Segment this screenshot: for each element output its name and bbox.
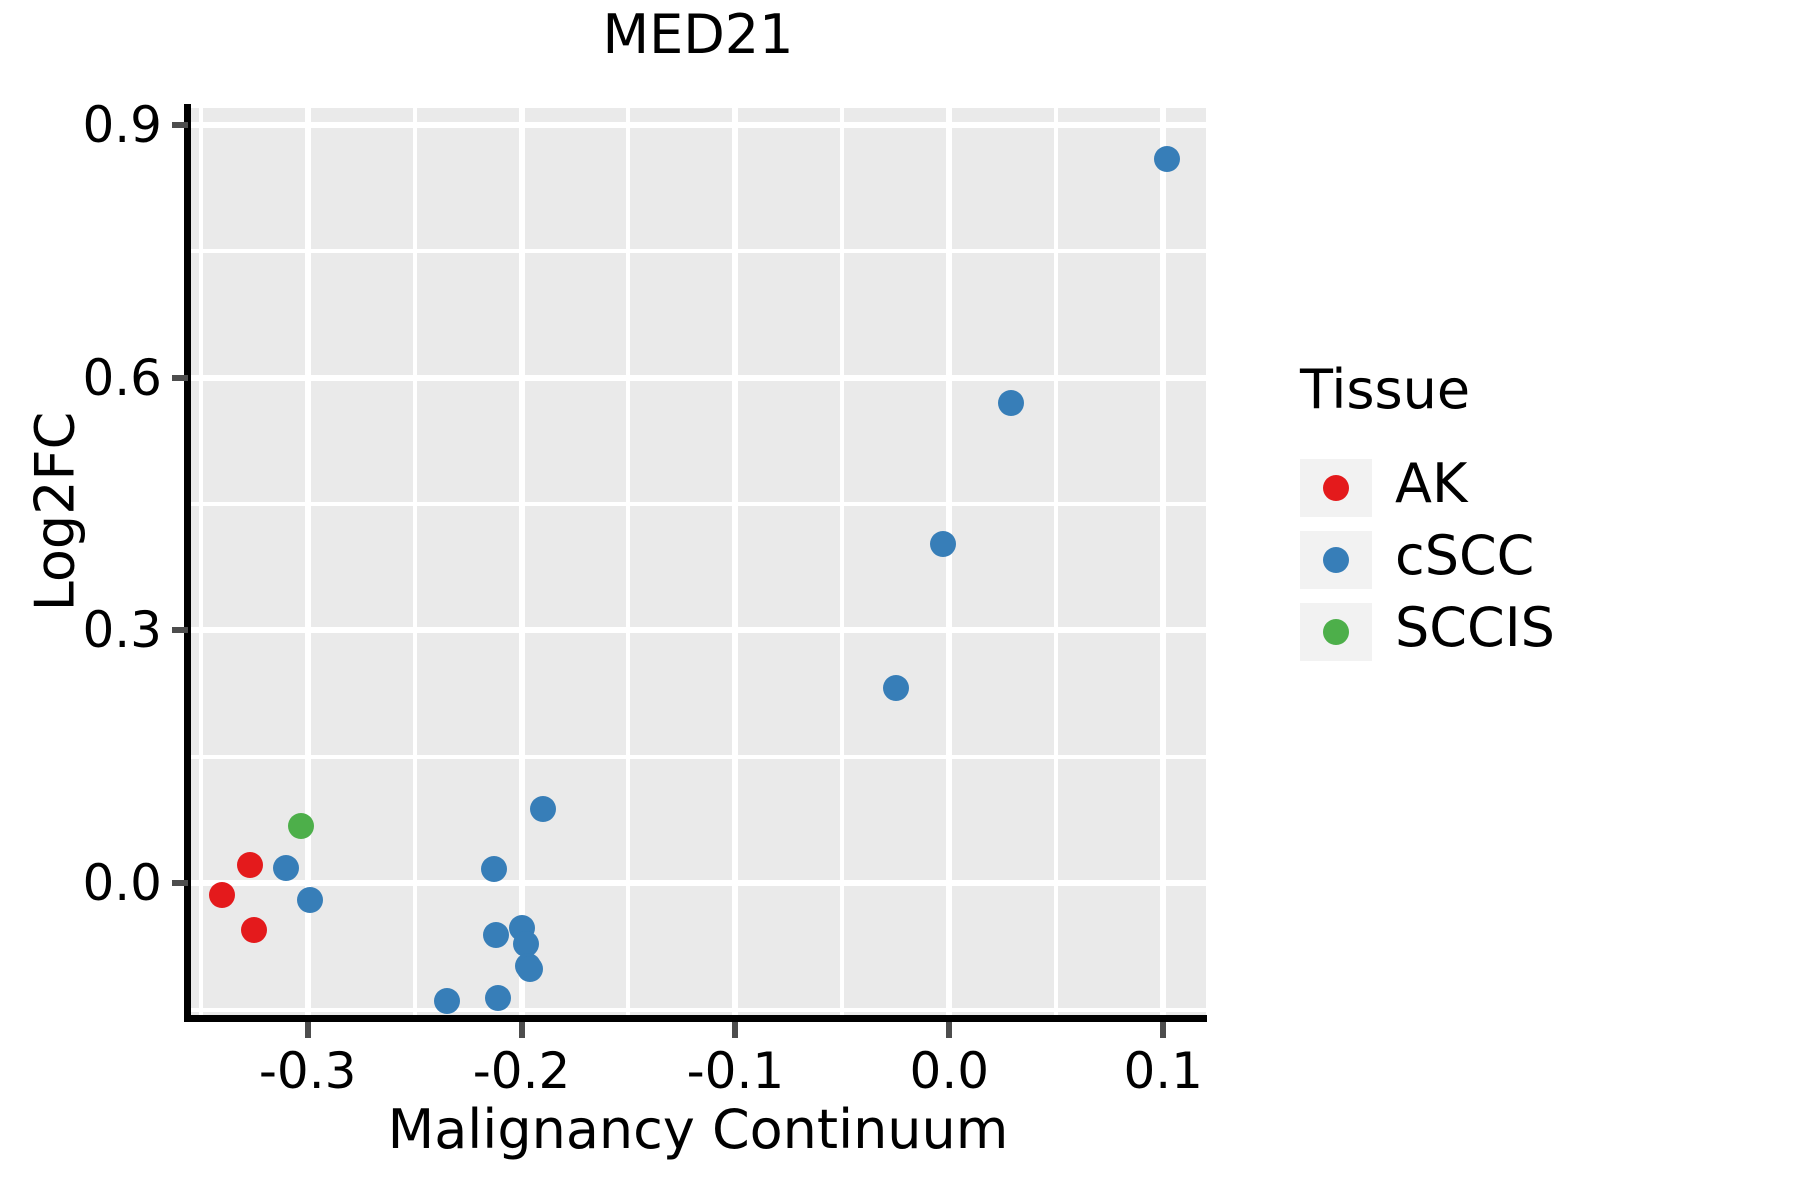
data-point (209, 881, 236, 908)
x-tick-mark (1160, 1022, 1167, 1038)
y-tick-label: 0.6 (82, 348, 162, 407)
data-point (273, 855, 300, 882)
page-title: MED21 (602, 3, 794, 66)
legend-key-marker-ak (1323, 475, 1349, 501)
data-point (485, 984, 511, 1011)
data-point (529, 796, 556, 823)
y-tick-mark (172, 121, 188, 128)
gridline-major-vertical (732, 108, 739, 1018)
y-axis-title: Log2FC (23, 411, 87, 612)
y-tick-mark (172, 627, 188, 634)
gridline-minor-horizontal (190, 1007, 1206, 1012)
legend-key-label-sccis: SCCIS (1395, 596, 1555, 659)
gridline-minor-vertical (1054, 108, 1059, 1018)
plot-panel (190, 108, 1206, 1018)
gridline-minor-vertical (198, 108, 203, 1018)
data-point (998, 389, 1025, 416)
x-tick-label: 0.0 (909, 1042, 990, 1100)
x-tick-mark (732, 1022, 739, 1038)
gridline-minor-vertical (412, 108, 417, 1018)
gridline-major-horizontal (190, 627, 1206, 634)
legend-key-marker-sccis (1323, 619, 1349, 645)
gridline-minor-vertical (626, 108, 631, 1018)
gridline-major-horizontal (190, 374, 1206, 381)
gridline-minor-horizontal (190, 502, 1206, 507)
x-tick-label: 0.1 (1123, 1042, 1203, 1100)
x-axis-title: Malignancy Continuum (387, 1098, 1009, 1161)
y-tick-mark (172, 880, 188, 887)
x-tick-label: -0.1 (686, 1042, 785, 1100)
gridline-major-horizontal (190, 121, 1206, 128)
x-tick-label: -0.3 (258, 1042, 357, 1100)
x-tick-mark (518, 1022, 525, 1038)
data-point (241, 917, 268, 944)
gridline-minor-vertical (840, 108, 845, 1018)
y-tick-label: 0.0 (82, 854, 162, 913)
x-tick-label: -0.2 (472, 1042, 571, 1100)
gridline-major-vertical (1160, 108, 1167, 1018)
x-tick-mark (304, 1022, 311, 1038)
data-point (512, 930, 539, 957)
gridline-minor-horizontal (190, 249, 1206, 254)
gridline-major-vertical (946, 108, 953, 1018)
y-tick-label: 0.9 (82, 95, 162, 154)
gridline-major-horizontal (190, 880, 1206, 887)
data-point (482, 922, 509, 949)
data-point (288, 812, 315, 839)
legend-key-marker-cscc (1323, 547, 1349, 573)
gridline-minor-horizontal (190, 754, 1206, 759)
gridline-major-vertical (304, 108, 311, 1018)
data-point (433, 988, 460, 1015)
x-axis-line (184, 1015, 1207, 1022)
data-point (1154, 146, 1181, 173)
y-tick-mark (172, 374, 188, 381)
legend-key-label-ak: AK (1395, 452, 1468, 515)
y-tick-label: 0.3 (82, 601, 162, 660)
data-point (517, 956, 544, 983)
data-point (296, 887, 323, 914)
data-point (480, 855, 507, 882)
gridline-major-vertical (518, 108, 525, 1018)
x-tick-mark (946, 1022, 953, 1038)
legend-key-label-cscc: cSCC (1395, 524, 1535, 587)
legend-title: Tissue (1300, 358, 1471, 421)
data-point (929, 530, 956, 557)
data-point (882, 674, 909, 701)
y-axis-line (184, 104, 191, 1022)
data-point (236, 852, 263, 879)
